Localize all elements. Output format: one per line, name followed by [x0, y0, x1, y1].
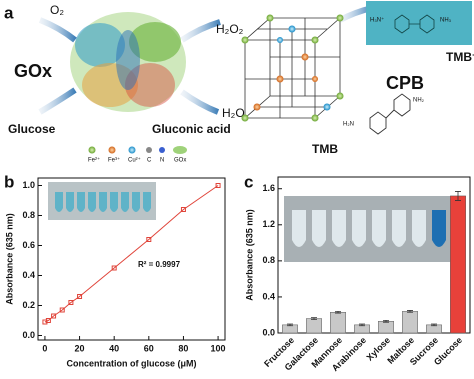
- error-bar: [407, 310, 413, 313]
- legend-label: Fe³⁺: [108, 157, 120, 164]
- x-tick-label: 100: [211, 343, 226, 353]
- scheme-label: GOx: [14, 61, 52, 81]
- axes-frame: [37, 177, 226, 341]
- tmb-plus-box: [366, 1, 472, 45]
- legend-label: N: [160, 158, 164, 164]
- legend-label: Cu²⁺: [128, 157, 141, 164]
- data-point: [68, 300, 74, 305]
- arrow: [38, 87, 77, 115]
- panel-label: b: [4, 172, 14, 191]
- x-tick-label: 0: [42, 343, 47, 353]
- bar: [450, 195, 466, 334]
- bar: [402, 311, 418, 334]
- y-tick-label: 1.0: [22, 180, 35, 190]
- y-tick-label: 0.8: [22, 210, 35, 220]
- y-tick-label: 1.2: [262, 219, 275, 229]
- error-bar: [287, 323, 293, 327]
- structure-label: NH₂: [413, 98, 425, 104]
- bar: [378, 321, 394, 334]
- y-tick-label: 0.0: [22, 330, 35, 340]
- data-point: [215, 183, 221, 188]
- x-tick-label: 80: [178, 343, 188, 353]
- bar: [306, 318, 322, 334]
- y-tick-label: 0.4: [22, 270, 35, 280]
- legend-label: GOx: [174, 158, 186, 164]
- arrow: [180, 89, 220, 115]
- error-bar: [311, 317, 317, 320]
- y-tick-label: 0.2: [22, 300, 35, 310]
- data-point: [51, 313, 57, 319]
- y-tick-label: 1.6: [262, 183, 275, 193]
- photo: [48, 182, 156, 220]
- error-bar: [431, 323, 437, 327]
- axes-frame: [277, 176, 471, 334]
- structure-label: H₃N⁺: [370, 17, 384, 24]
- legend-label: C: [147, 158, 152, 164]
- y-tick-label: 0.8: [262, 255, 275, 265]
- x-tick-label: 20: [75, 343, 85, 353]
- y-tick-label: 0.4: [262, 291, 275, 301]
- arrow: [38, 17, 77, 43]
- scheme-label: Glucose: [8, 122, 56, 136]
- structure-label: NH₃: [440, 18, 452, 24]
- data-point: [77, 294, 83, 299]
- bar: [330, 312, 346, 334]
- legend-label: Fe²⁺: [88, 157, 100, 164]
- lattice-atoms: [241, 14, 344, 122]
- error-bar: [335, 310, 341, 314]
- panel-label: a: [4, 3, 14, 22]
- data-point: [111, 265, 117, 271]
- x-tick-label: 60: [144, 343, 154, 353]
- data-point: [45, 318, 51, 323]
- photo: [284, 196, 452, 262]
- y-tick-label: 0.6: [22, 240, 35, 250]
- scheme-label: O₂: [50, 3, 64, 17]
- error-bar: [383, 319, 389, 323]
- x-tick-label: 40: [109, 343, 119, 353]
- protein: [70, 12, 186, 112]
- y-tick-label: 0.0: [262, 327, 275, 337]
- scheme-label: TMB⁺: [446, 50, 474, 64]
- panel-label: c: [244, 172, 253, 191]
- y-axis-label: Absorbance (635 nm): [244, 209, 254, 301]
- data-point: [146, 237, 152, 242]
- data-point: [180, 207, 186, 212]
- scheme-label: Gluconic acid: [152, 122, 231, 136]
- x-axis-label: Concentration of glucose (μM): [66, 358, 196, 368]
- scheme-legend: Fe²⁺ Fe³⁺ Cu²⁺ C N GOx: [88, 146, 187, 164]
- y-axis-label: Absorbance (635 nm): [4, 213, 14, 305]
- arrow: [180, 19, 221, 43]
- scheme-label: H₂O₂: [216, 22, 244, 36]
- scheme-label: CPB: [386, 73, 424, 93]
- structure: [369, 93, 411, 135]
- annotation: R² = 0.9997: [138, 260, 181, 269]
- scheme-label: TMB: [312, 142, 338, 156]
- data-point: [59, 307, 65, 313]
- structure-label: H₂N: [343, 122, 354, 128]
- error-bar: [359, 323, 365, 327]
- fit-line: [44, 185, 219, 323]
- error-bar: [455, 191, 461, 201]
- lattice: [244, 17, 341, 119]
- scheme-label: H₂O: [222, 106, 245, 120]
- structure: [394, 14, 435, 34]
